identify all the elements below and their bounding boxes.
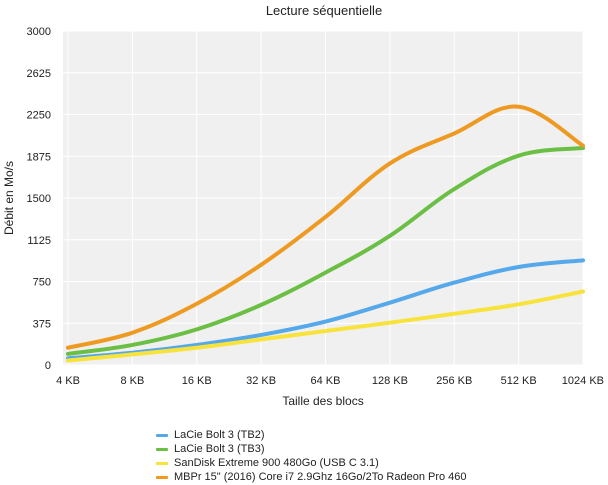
legend-item: LaCie Bolt 3 (TB3) [156,442,467,456]
x-tick-label: 512 KB [501,375,537,387]
x-tick-label: 8 KB [120,375,144,387]
y-tick-label: 2625 [27,68,51,80]
legend-label: LaCie Bolt 3 (TB3) [174,443,265,455]
series-line-lacie-bolt-3-tb3 [66,145,585,356]
y-tick-label: 1875 [27,151,51,163]
y-tick-label: 3000 [27,26,51,38]
legend: LaCie Bolt 3 (TB2) LaCie Bolt 3 (TB3) SanD… [156,428,467,484]
series-lines [66,104,585,363]
legend-label: LaCie Bolt 3 (TB2) [174,429,265,441]
legend-swatch [156,433,168,437]
y-tick-label: 0 [45,360,51,372]
x-tick-label: 16 KB [182,375,212,387]
y-axis-title: Débit en Mo/s [2,161,16,235]
x-tick-label: 128 KB [372,375,408,387]
y-tick-label: 2250 [27,110,51,122]
legend-swatch [156,447,168,451]
x-tick-label: 1024 KB [562,375,604,387]
legend-item: LaCie Bolt 3 (TB2) [156,428,467,442]
x-tick-label: 256 KB [436,375,472,387]
y-tick-label: 1500 [27,193,51,205]
x-tick-label: 32 KB [246,375,276,387]
y-tick-label: 750 [33,277,51,289]
chart-title: Lecture séquentielle [266,3,382,18]
legend-item: SanDisk Extreme 900 480Go (USB C 3.1) [156,456,467,470]
x-tick-label: 4 KB [56,375,80,387]
legend-label: SanDisk Extreme 900 480Go (USB C 3.1) [174,457,379,469]
legend-item: MBPr 15" (2016) Core i7 2.9Ghz 16Go/2To … [156,470,467,484]
series-line-mbpr-15-2016-core-i7-2-9ghz-16go-2to-radeon-pro-460 [66,104,585,350]
x-tick-label: 64 KB [311,375,341,387]
series-line-sandisk-extreme-900-480go-usb-c-3-1 [66,289,585,363]
y-tick-label: 1125 [27,235,51,247]
legend-swatch [156,475,168,479]
legend-label: MBPr 15" (2016) Core i7 2.9Ghz 16Go/2To … [174,471,467,483]
legend-swatch [156,461,168,465]
x-axis-ticks: 4 KB 8 KB 16 KB 32 KB 64 KB 128 KB 256 KB 512 K… [56,375,604,387]
x-axis-title: Taille des blocs [282,394,363,408]
y-axis-ticks: 0 375 750 1125 1500 1875 2250 2625 3000 [27,26,51,372]
y-tick-label: 375 [33,318,51,330]
